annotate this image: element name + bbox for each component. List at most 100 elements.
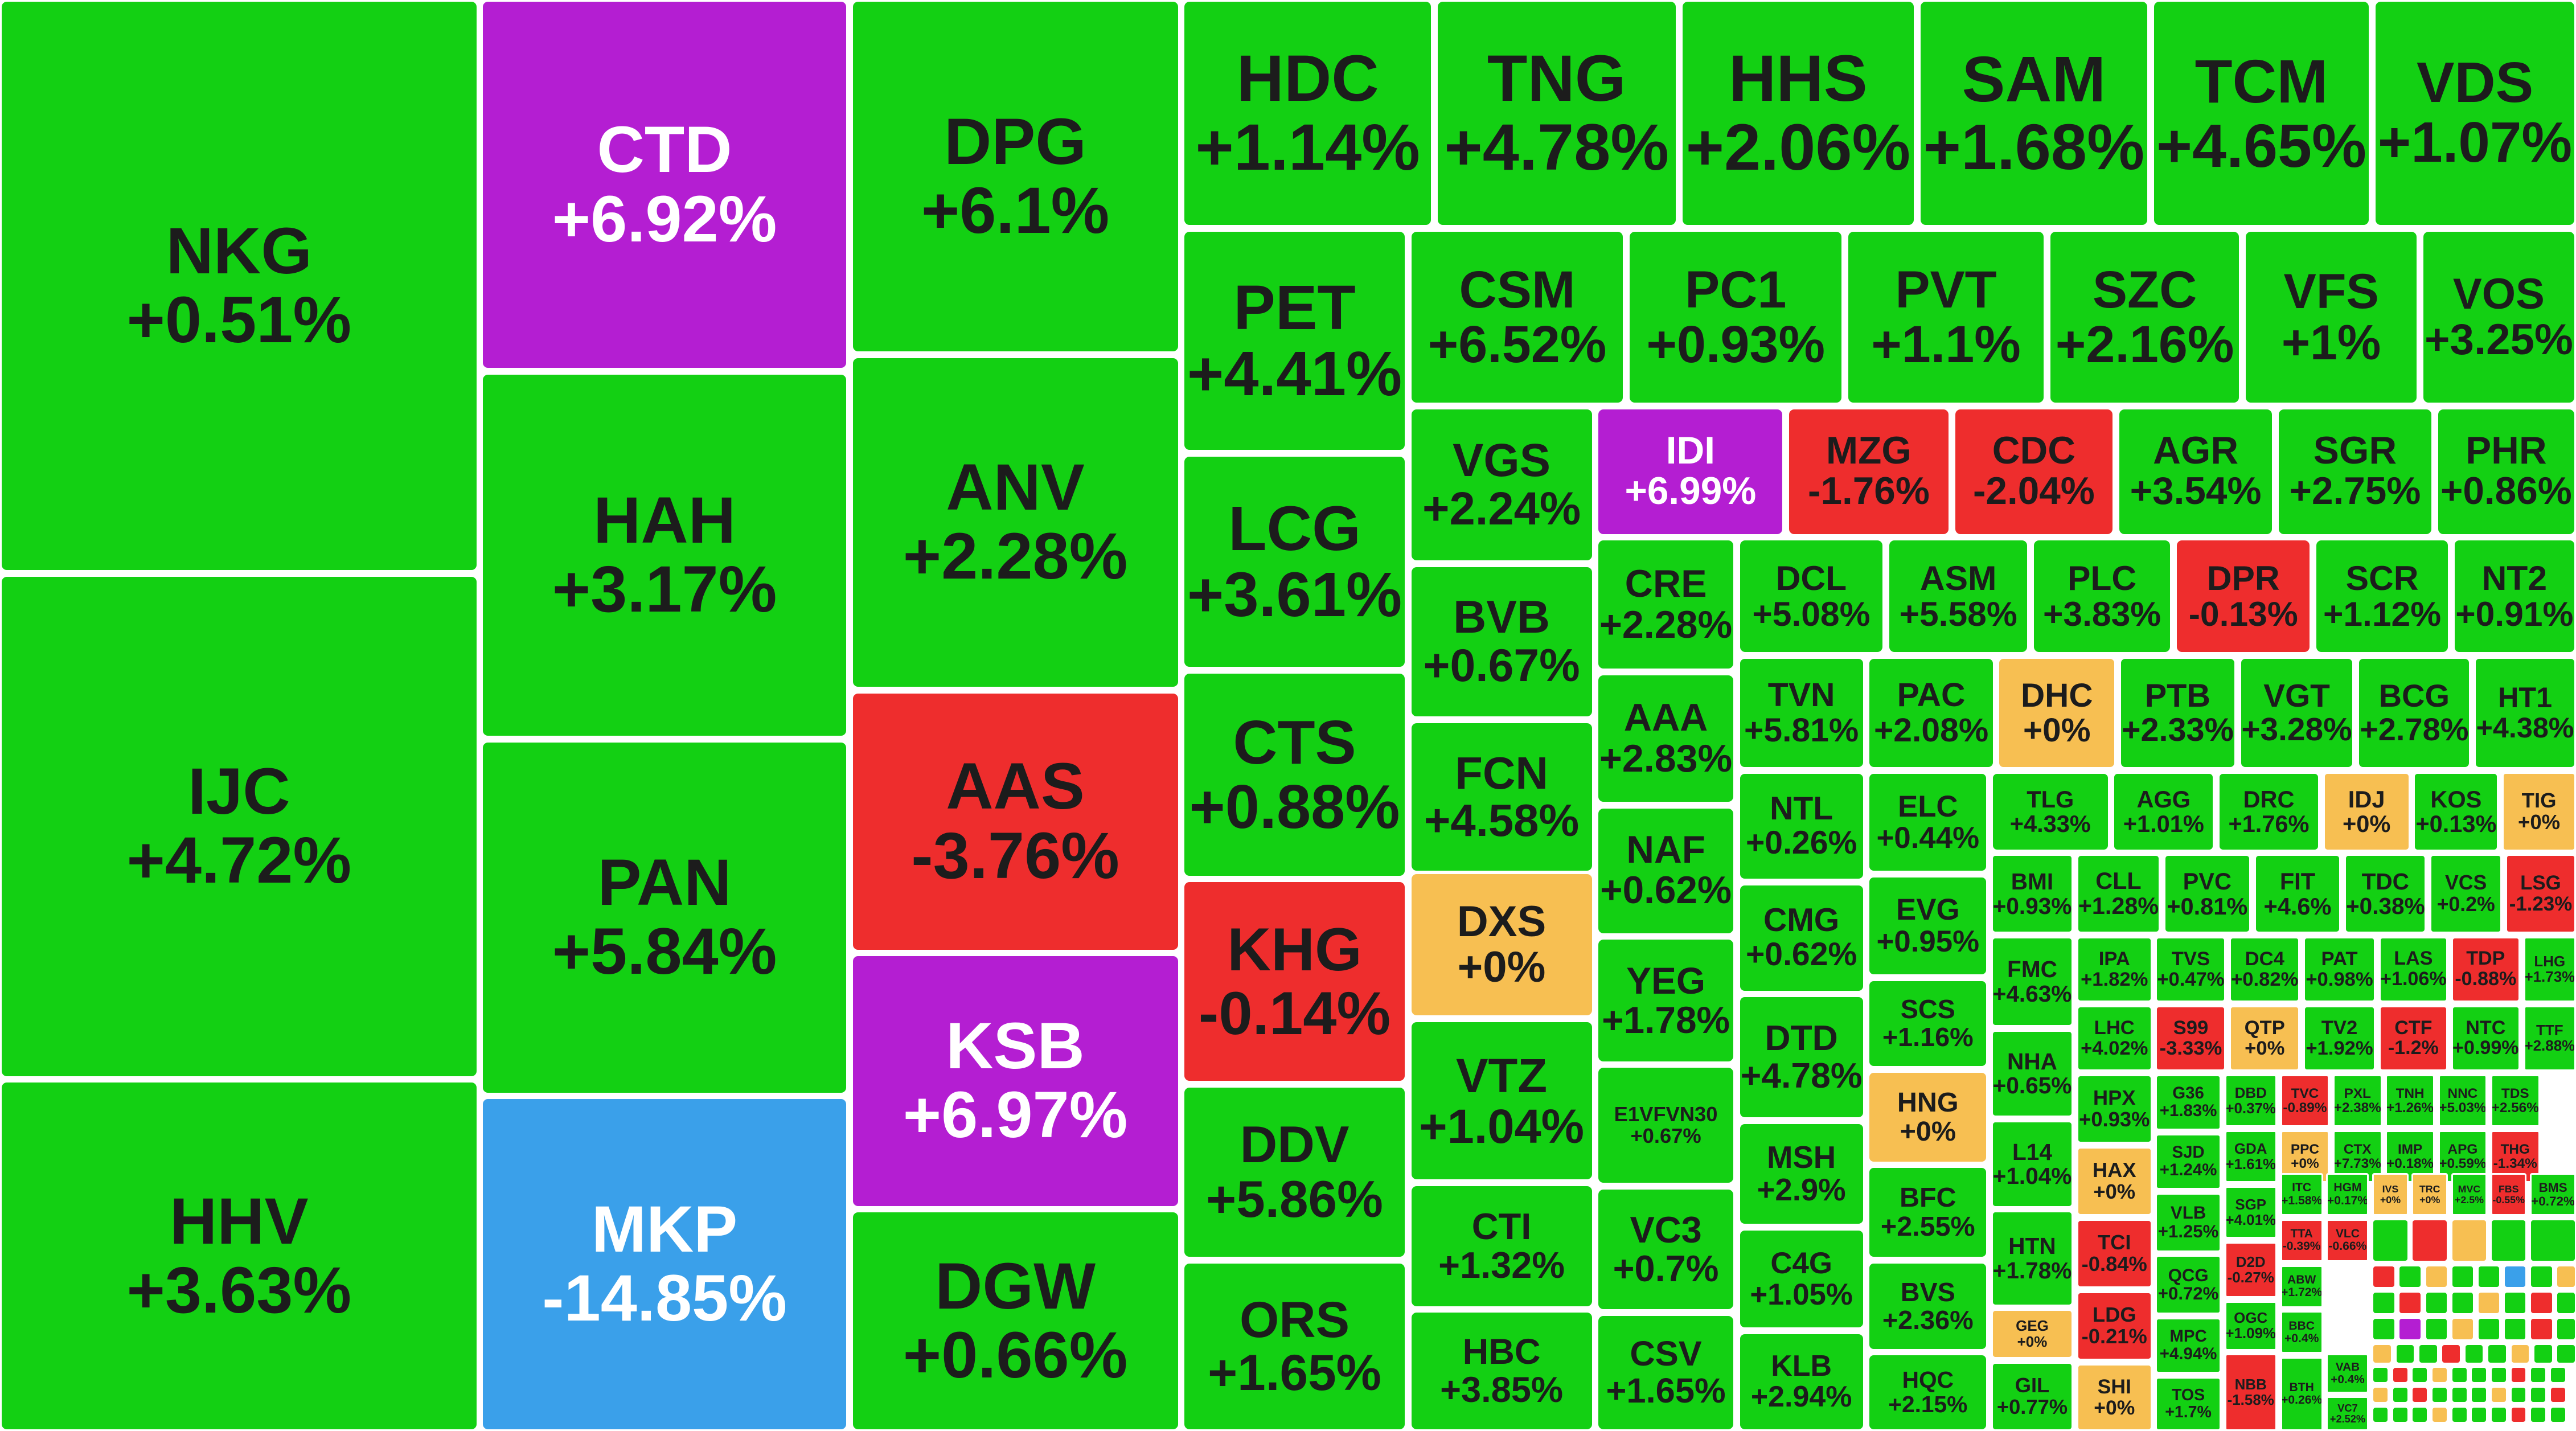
tile-csm[interactable]: CSM +6.52%: [1409, 229, 1625, 404]
tile-bfc[interactable]: BFC +2.55%: [1868, 1166, 1988, 1259]
tile-fbs[interactable]: FBS -0.55%: [2490, 1173, 2527, 1216]
tile-trc[interactable]: TRC +0%: [2411, 1173, 2448, 1216]
tile-micro[interactable]: [2392, 1387, 2409, 1403]
tile-vgs[interactable]: VGS +2.24%: [1409, 407, 1594, 562]
tile-vfs[interactable]: VFS +1%: [2244, 229, 2419, 404]
tile-shi[interactable]: SHI +0%: [2076, 1363, 2152, 1431]
tile-micro[interactable]: [2549, 1367, 2566, 1384]
tile-micro[interactable]: [2487, 1344, 2507, 1364]
tile-tta[interactable]: TTA -0.39%: [2280, 1219, 2323, 1262]
tile-szc[interactable]: SZC +2.16%: [2048, 229, 2241, 404]
tile-micro[interactable]: [2504, 1291, 2527, 1315]
tile-micro[interactable]: [2425, 1317, 2448, 1341]
tile-yeg[interactable]: YEG +1.78%: [1597, 938, 1735, 1063]
tile-evg[interactable]: EVG +0.95%: [1868, 875, 1988, 976]
tile-micro[interactable]: [2533, 1344, 2553, 1364]
tile-scs[interactable]: SCS +1.16%: [1868, 979, 1988, 1068]
tile-msh[interactable]: MSH +2.9%: [1738, 1122, 1865, 1226]
tile-lhc[interactable]: LHC +4.02%: [2076, 1005, 2152, 1072]
tile-lhg[interactable]: LHG +1.73%: [2523, 936, 2576, 1002]
tile-l14[interactable]: L14 +1.04%: [1991, 1120, 2074, 1208]
tile-sgp[interactable]: SGP +4.01%: [2224, 1186, 2277, 1239]
tile-micro[interactable]: [2556, 1265, 2576, 1288]
tile-ksb[interactable]: KSB +6.97%: [851, 954, 1180, 1208]
tile-micro[interactable]: [2398, 1291, 2422, 1315]
tile-cmg[interactable]: CMG +0.62%: [1738, 884, 1865, 993]
tile-ctf[interactable]: CTF -1.2%: [2378, 1005, 2448, 1072]
tile-bcg[interactable]: BCG +2.78%: [2357, 657, 2471, 769]
tile-micro[interactable]: [2556, 1317, 2576, 1341]
tile-fit[interactable]: FIT +4.6%: [2254, 854, 2341, 933]
tile-micro[interactable]: [2510, 1406, 2527, 1423]
tile-micro[interactable]: [2510, 1387, 2527, 1403]
tile-tlg[interactable]: TLG +4.33%: [1991, 772, 2110, 851]
tile-agg[interactable]: AGG +1.01%: [2113, 772, 2215, 851]
tile-cts[interactable]: CTS +0.88%: [1183, 672, 1406, 878]
tile-fcn[interactable]: FCN +4.58%: [1409, 721, 1594, 873]
tile-ivs[interactable]: IVS +0%: [2372, 1173, 2409, 1216]
tile-sam[interactable]: SAM +1.68%: [1918, 0, 2149, 227]
tile-sjd[interactable]: SJD +1.24%: [2155, 1133, 2221, 1190]
tile-ntl[interactable]: NTL +0.26%: [1738, 772, 1865, 881]
tile-tdp[interactable]: TDP -0.88%: [2451, 936, 2520, 1002]
tile-vc3[interactable]: VC3 +0.7%: [1597, 1187, 1735, 1311]
tile-ptb[interactable]: PTB +2.33%: [2119, 657, 2236, 769]
tile-micro[interactable]: [2425, 1265, 2448, 1288]
tile-s99[interactable]: S99 -3.33%: [2155, 1005, 2226, 1072]
tile-tos[interactable]: TOS +1.7%: [2155, 1376, 2221, 1431]
tile-micro[interactable]: [2530, 1317, 2553, 1341]
tile-micro[interactable]: [2451, 1219, 2488, 1262]
tile-g36[interactable]: G36 +1.83%: [2155, 1074, 2221, 1130]
tile-asm[interactable]: ASM +5.58%: [1888, 539, 2029, 654]
tile-tvc[interactable]: TVC -0.89%: [2280, 1074, 2330, 1127]
tile-micro[interactable]: [2471, 1367, 2488, 1384]
tile-cll[interactable]: CLL +1.28%: [2076, 854, 2161, 933]
tile-nnc[interactable]: NNC +5.03%: [2438, 1074, 2488, 1127]
tile-micro[interactable]: [2510, 1344, 2530, 1364]
tile-las[interactable]: LAS +1.06%: [2378, 936, 2448, 1002]
tile-micro[interactable]: [2477, 1317, 2501, 1341]
tile-pxl[interactable]: PXL +2.38%: [2332, 1074, 2382, 1127]
tile-aaa[interactable]: AAA +2.83%: [1597, 673, 1735, 803]
tile-cre[interactable]: CRE +2.28%: [1597, 539, 1735, 671]
tile-tds[interactable]: TDS +2.56%: [2490, 1074, 2540, 1127]
tile-idi[interactable]: IDI +6.99%: [1597, 407, 1785, 536]
tile-micro[interactable]: [2464, 1344, 2484, 1364]
tile-bmi[interactable]: BMI +0.93%: [1991, 854, 2074, 933]
tile-agr[interactable]: AGR +3.54%: [2118, 407, 2274, 536]
tile-bvb[interactable]: BVB +0.67%: [1409, 565, 1594, 718]
tile-micro[interactable]: [2441, 1344, 2462, 1364]
tile-e1vfvn30[interactable]: E1VFVN30 +0.67%: [1597, 1066, 1735, 1185]
tile-micro[interactable]: [2411, 1367, 2429, 1384]
tile-itc[interactable]: ITC +1.58%: [2280, 1173, 2323, 1216]
tile-micro[interactable]: [2490, 1219, 2527, 1262]
tile-micro[interactable]: [2392, 1406, 2409, 1423]
tile-elc[interactable]: ELC +0.44%: [1868, 772, 1988, 873]
tile-qcg[interactable]: QCG +0.72%: [2155, 1255, 2221, 1315]
tile-aas[interactable]: AAS -3.76%: [851, 691, 1180, 952]
tile-hgm[interactable]: HGM +0.17%: [2326, 1173, 2369, 1216]
tile-micro[interactable]: [2372, 1387, 2389, 1403]
tile-ors[interactable]: ORS +1.65%: [1183, 1261, 1406, 1431]
tile-abw[interactable]: ABW +1.72%: [2280, 1265, 2323, 1308]
tile-micro[interactable]: [2431, 1406, 2448, 1423]
tile-d2d[interactable]: D2D -0.27%: [2224, 1242, 2277, 1298]
tile-vgt[interactable]: VGT +3.28%: [2239, 657, 2355, 769]
tile-tng[interactable]: TNG +4.78%: [1435, 0, 1677, 227]
tile-lsg[interactable]: LSG -1.23%: [2505, 854, 2576, 933]
tile-micro[interactable]: [2372, 1291, 2395, 1315]
tile-micro[interactable]: [2477, 1291, 2501, 1315]
tile-gda[interactable]: GDA +1.61%: [2224, 1130, 2277, 1183]
tile-micro[interactable]: [2556, 1291, 2576, 1315]
tile-dtd[interactable]: DTD +4.78%: [1738, 995, 1865, 1119]
tile-micro[interactable]: [2490, 1387, 2507, 1403]
tile-idj[interactable]: IDJ +0%: [2323, 772, 2410, 851]
tile-dpr[interactable]: DPR -0.13%: [2175, 539, 2312, 654]
tile-bms[interactable]: BMS +0.72%: [2530, 1173, 2576, 1216]
tile-c4g[interactable]: C4G +1.05%: [1738, 1229, 1865, 1330]
tile-tci[interactable]: TCI -0.84%: [2076, 1219, 2152, 1288]
tile-micro[interactable]: [2451, 1387, 2468, 1403]
tile-micro[interactable]: [2490, 1406, 2507, 1423]
tile-tnh[interactable]: TNH +1.26%: [2385, 1074, 2435, 1127]
tile-dcl[interactable]: DCL +5.08%: [1738, 539, 1885, 654]
